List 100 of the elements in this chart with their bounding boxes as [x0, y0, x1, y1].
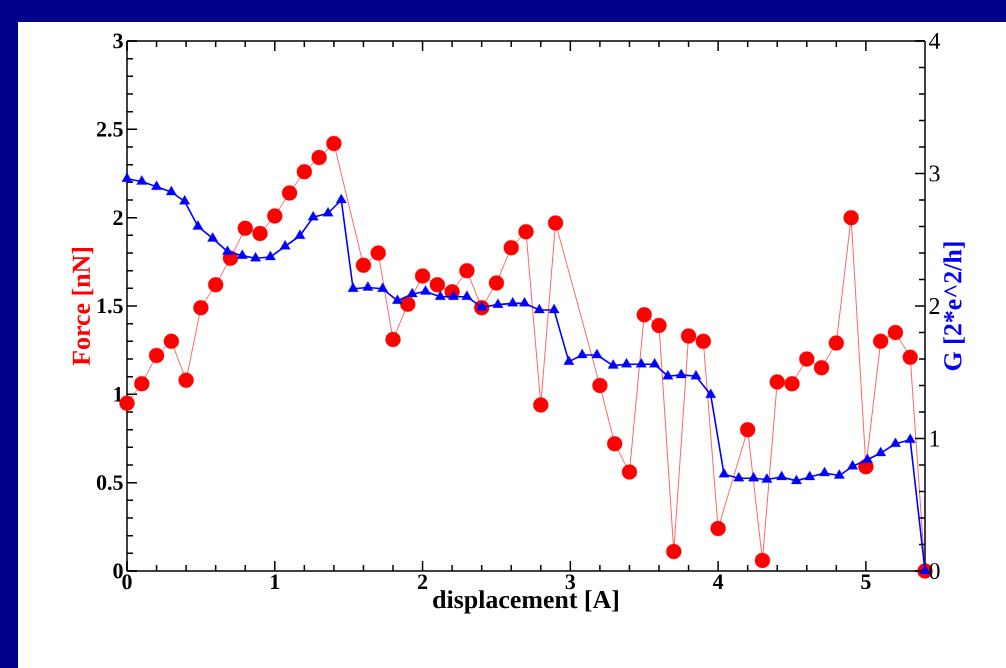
point	[400, 296, 416, 312]
point	[503, 240, 519, 256]
point	[208, 277, 224, 293]
point	[662, 370, 674, 380]
point	[651, 317, 667, 334]
x-tick-label: 4	[712, 574, 724, 589]
y2-tick-label: 1	[930, 430, 940, 447]
point	[776, 470, 788, 481]
point	[680, 328, 697, 344]
point	[165, 185, 177, 196]
point	[179, 195, 190, 205]
point	[799, 351, 815, 367]
point	[461, 290, 473, 300]
point	[406, 287, 418, 298]
point	[370, 245, 386, 261]
point	[548, 303, 560, 314]
point	[326, 135, 342, 152]
y-tick-label: 1.5	[97, 298, 123, 314]
point	[576, 348, 588, 359]
y-tick-label: 1	[114, 387, 123, 402]
point	[784, 376, 800, 392]
point	[385, 331, 401, 348]
point	[281, 185, 298, 201]
point	[322, 207, 334, 217]
point	[890, 437, 901, 447]
y-tick-label: 2.5	[97, 121, 123, 137]
point	[904, 433, 916, 443]
point	[420, 285, 431, 295]
point	[607, 359, 619, 369]
y-tick-label: 2	[113, 210, 123, 225]
x-tick-label: 2	[418, 574, 428, 590]
point	[121, 172, 133, 182]
y-tick-label: 0	[113, 563, 123, 579]
point	[222, 245, 233, 255]
point	[804, 470, 816, 481]
point	[621, 464, 638, 480]
point	[718, 468, 730, 478]
point	[355, 257, 372, 273]
point	[607, 436, 623, 452]
point	[414, 268, 431, 284]
point	[362, 281, 374, 291]
point	[875, 446, 887, 457]
point	[377, 282, 389, 292]
x-tick-label: 1	[271, 574, 280, 589]
point	[769, 374, 785, 390]
point	[136, 175, 148, 185]
point	[294, 229, 306, 239]
point	[267, 208, 283, 224]
point	[265, 250, 276, 261]
point	[833, 469, 845, 479]
point	[279, 240, 291, 250]
y2-axis-title: G [2*e^2/h]	[943, 242, 965, 371]
point	[635, 358, 647, 368]
point	[592, 377, 608, 394]
x-axis-title: displacement [A]	[433, 590, 618, 614]
y2-tick-label: 4	[928, 33, 941, 49]
x-tick-label: 5	[861, 574, 871, 590]
point	[250, 252, 261, 262]
point	[754, 552, 771, 569]
point	[666, 543, 682, 560]
point	[507, 297, 519, 307]
point	[488, 275, 505, 291]
y-tick-label: 3	[113, 33, 123, 49]
point	[733, 472, 745, 482]
point	[163, 333, 179, 349]
point	[828, 335, 844, 351]
point	[178, 372, 194, 388]
point	[862, 453, 873, 463]
point	[887, 324, 904, 341]
point	[151, 180, 162, 190]
point	[873, 333, 889, 349]
point	[148, 347, 165, 364]
point	[192, 220, 204, 230]
point	[252, 225, 268, 242]
point	[236, 249, 248, 259]
point	[429, 277, 445, 293]
point	[533, 303, 545, 314]
point	[347, 282, 359, 292]
point	[621, 358, 632, 368]
point	[649, 358, 660, 368]
point	[791, 474, 802, 485]
point	[819, 466, 830, 477]
point	[636, 307, 652, 323]
y2-tick-label: 3	[929, 165, 940, 182]
point	[296, 164, 312, 180]
point	[813, 360, 830, 376]
point	[710, 520, 726, 537]
point	[761, 473, 773, 483]
point	[690, 370, 702, 380]
point	[705, 388, 717, 398]
point	[695, 333, 711, 349]
point	[134, 376, 150, 392]
point	[547, 215, 564, 231]
point	[843, 210, 859, 226]
point	[335, 193, 347, 204]
point	[748, 472, 759, 482]
point	[675, 368, 687, 379]
point	[533, 397, 549, 413]
point	[563, 355, 575, 365]
point	[591, 348, 603, 359]
